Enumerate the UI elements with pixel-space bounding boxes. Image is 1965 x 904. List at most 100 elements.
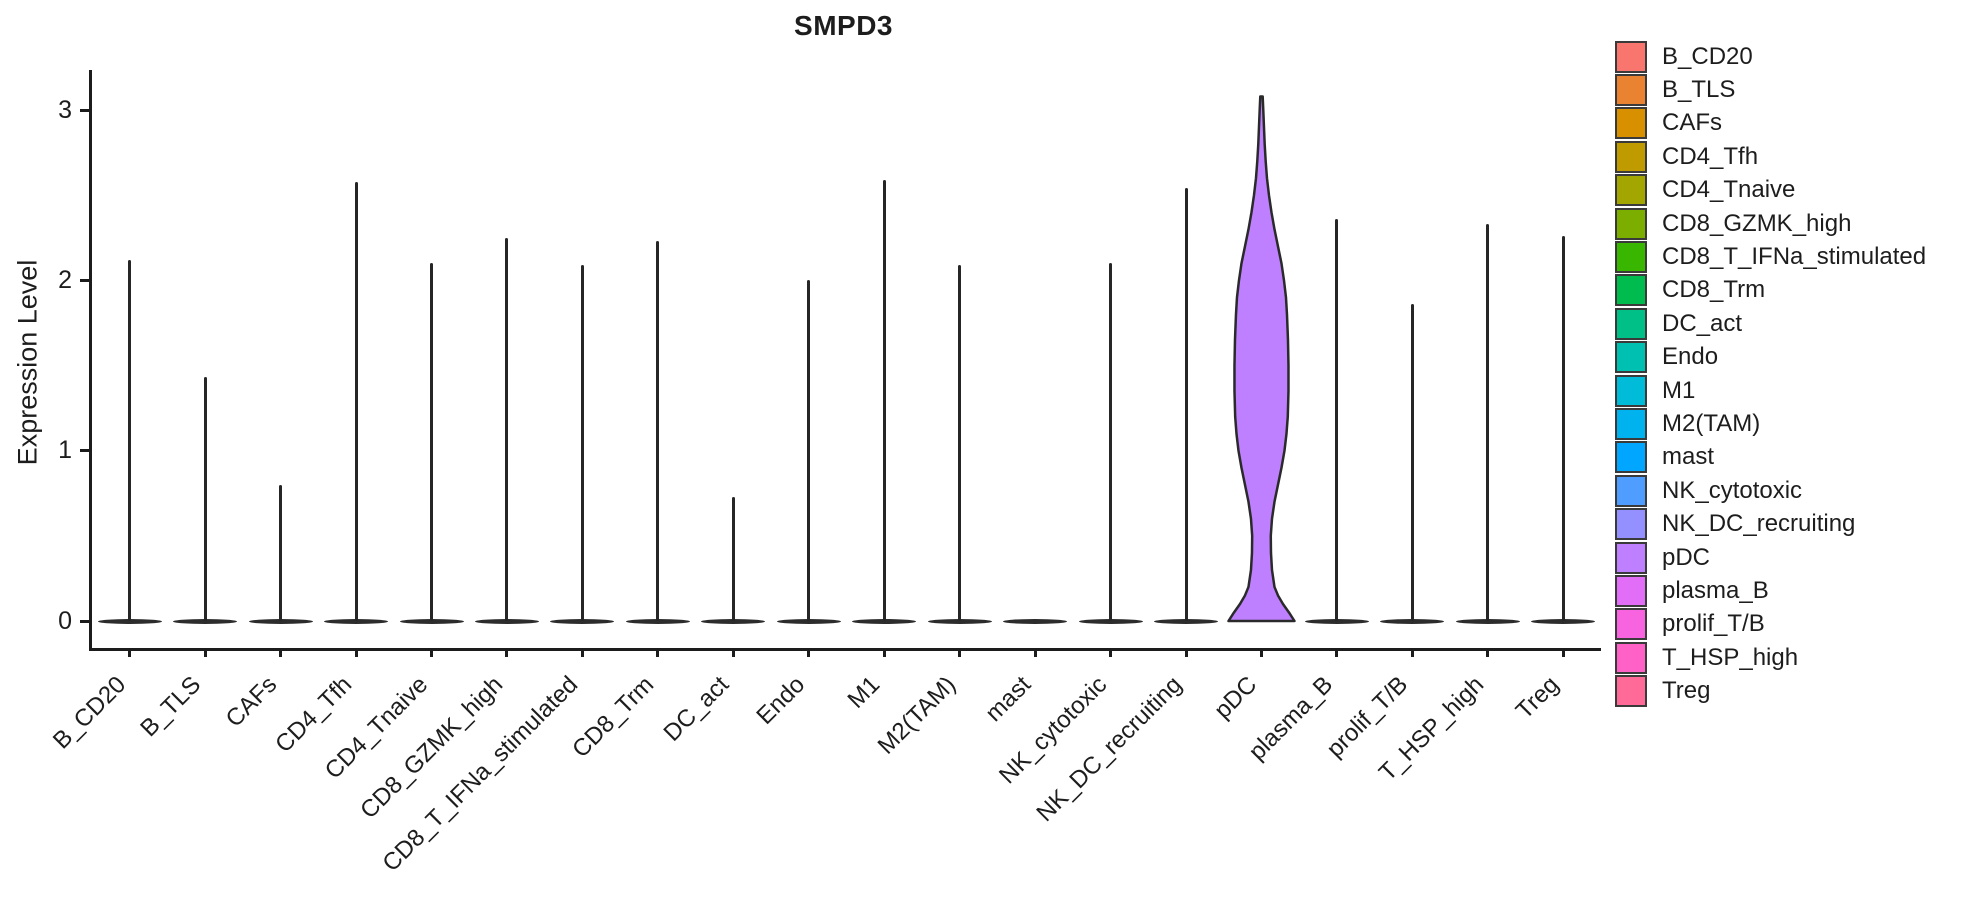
legend-label: plasma_B (1662, 576, 1769, 604)
legend-item-b-tls: B_TLS (1615, 73, 1926, 107)
legend-label: B_CD20 (1662, 42, 1753, 70)
x-tick-mark (430, 648, 434, 657)
legend-label: CD8_GZMK_high (1662, 209, 1852, 237)
x-tick-mark (1184, 648, 1188, 657)
y-tick-mark (80, 108, 89, 112)
legend-item-dc-act: DC_act (1615, 307, 1926, 340)
legend-item-m1: M1 (1615, 374, 1926, 407)
violin-spike-cd4-tfh (354, 181, 358, 621)
violin-spike-treg (1561, 236, 1565, 621)
legend-item-cd4-tfh: CD4_Tfh (1615, 140, 1926, 173)
legend-item-t-hsp-high: T_HSP_high (1615, 641, 1926, 674)
legend-swatch-m1 (1615, 374, 1647, 407)
legend-swatch-mast (1615, 441, 1647, 474)
violin-spike-endo (807, 280, 811, 621)
legend-label: mast (1662, 443, 1715, 471)
legend-item-pdc: pDC (1615, 541, 1926, 574)
legend-item-cd8-gzmk-high: CD8_GZMK_high (1615, 207, 1926, 240)
x-tick-mark (882, 648, 886, 657)
x-tick-mark (1486, 648, 1490, 657)
x-tick-mark (1033, 648, 1037, 657)
legend-swatch-treg (1615, 675, 1647, 708)
legend-label: Endo (1662, 343, 1719, 371)
legend-item-mast: mast (1615, 441, 1926, 474)
legend-label: M1 (1662, 376, 1696, 404)
y-tick-mark (80, 619, 89, 623)
violin-base-t-hsp-high (1455, 618, 1520, 624)
legend-swatch-cafs (1615, 107, 1647, 140)
violin-base-plasma-b (1304, 618, 1369, 624)
x-tick-mark (1259, 648, 1263, 657)
legend-item-plasma-b: plasma_B (1615, 574, 1926, 607)
legend-swatch-plasma-b (1615, 574, 1647, 607)
violin-spike-prolif-t-b (1410, 304, 1414, 621)
legend-swatch-nk-cytotoxic (1615, 474, 1647, 507)
x-tick-mark (731, 648, 735, 657)
legend-label: M2(TAM) (1662, 409, 1761, 437)
legend-swatch-nk-dc-recruiting (1615, 508, 1647, 541)
legend-swatch-b-cd20 (1615, 40, 1647, 73)
legend-swatch-m2-tam (1615, 407, 1647, 440)
legend-swatch-pdc (1615, 541, 1647, 574)
violin-spike-m1 (882, 179, 886, 621)
legend-label: Treg (1662, 677, 1711, 705)
legend-item-cafs: CAFs (1615, 107, 1926, 140)
legend-item-m2-tam: M2(TAM) (1615, 407, 1926, 440)
legend-item-cd8-t-ifna-stimulated: CD8_T_IFNa_stimulated (1615, 240, 1927, 274)
violin-base-cafs (248, 618, 313, 624)
x-tick-mark (128, 648, 132, 657)
legend: B_CD20 B_TLS CAFs CD4_Tfh CD4_Tnaive CD8_GZMK… (1615, 40, 1926, 708)
legend-swatch-cd4-tfh (1615, 140, 1647, 173)
chart-title: SMPD3 (794, 10, 893, 41)
violin-base-mast (1003, 618, 1068, 624)
x-tick-mark (505, 648, 509, 657)
legend-item-b-cd20: B_CD20 (1615, 40, 1926, 73)
legend-item-nk-dc-recruiting: NK_DC_recruiting (1615, 507, 1926, 541)
legend-label: B_TLS (1662, 76, 1736, 104)
x-tick-mark (1561, 648, 1565, 657)
violin-spike-cd8-gzmk-high (505, 237, 509, 621)
violin-base-b-cd20 (97, 618, 162, 624)
y-tick-label: 0 (58, 606, 72, 635)
legend-swatch-cd8-t-ifna-stimulated (1615, 241, 1647, 274)
violin-spike-t-hsp-high (1486, 224, 1490, 621)
legend-label: CD4_Tnaive (1662, 176, 1796, 204)
violin-base-m1 (852, 618, 917, 624)
x-tick-mark (1109, 648, 1113, 657)
legend-label: CD8_Trm (1662, 276, 1766, 304)
x-tick-mark (203, 648, 207, 657)
violin-spike-b-tls (203, 377, 207, 621)
violin-base-cd8-gzmk-high (474, 618, 539, 624)
x-tick-mark (1335, 648, 1339, 657)
legend-item-cd4-tnaive: CD4_Tnaive (1615, 174, 1926, 207)
y-axis-title: Expression Level (12, 259, 43, 466)
legend-label: CD4_Tfh (1662, 142, 1759, 170)
legend-label: T_HSP_high (1662, 643, 1799, 671)
legend-swatch-prolif-t-b (1615, 608, 1647, 641)
legend-swatch-endo (1615, 341, 1647, 374)
y-tick-label: 2 (58, 265, 72, 294)
violin-base-prolif-t-b (1380, 618, 1445, 624)
violin-shape-pdc (1227, 95, 1296, 623)
violin-base-dc-act (701, 618, 766, 624)
legend-label: prolif_T/B (1662, 610, 1765, 638)
legend-label: NK_cytotoxic (1662, 476, 1803, 504)
violin-spike-cd8-t-ifna-stimulated (580, 265, 584, 621)
x-tick-mark (958, 648, 962, 657)
violin-spike-cafs (279, 484, 283, 621)
legend-label: pDC (1662, 543, 1711, 571)
violin-base-cd4-tfh (324, 618, 389, 624)
legend-label: NK_DC_recruiting (1662, 510, 1856, 538)
legend-label: DC_act (1662, 309, 1743, 337)
full-violin-svg (1227, 95, 1296, 623)
violin-spike-cd4-tnaive (430, 263, 434, 621)
violin-spike-cd8-trm (656, 241, 660, 621)
y-tick-mark (80, 449, 89, 453)
legend-label: CD8_T_IFNa_stimulated (1662, 243, 1927, 271)
legend-swatch-t-hsp-high (1615, 641, 1647, 674)
legend-label: CAFs (1662, 109, 1722, 137)
violin-base-cd4-tnaive (399, 618, 464, 624)
y-tick-label: 3 (58, 95, 72, 124)
legend-item-treg: Treg (1615, 674, 1926, 708)
